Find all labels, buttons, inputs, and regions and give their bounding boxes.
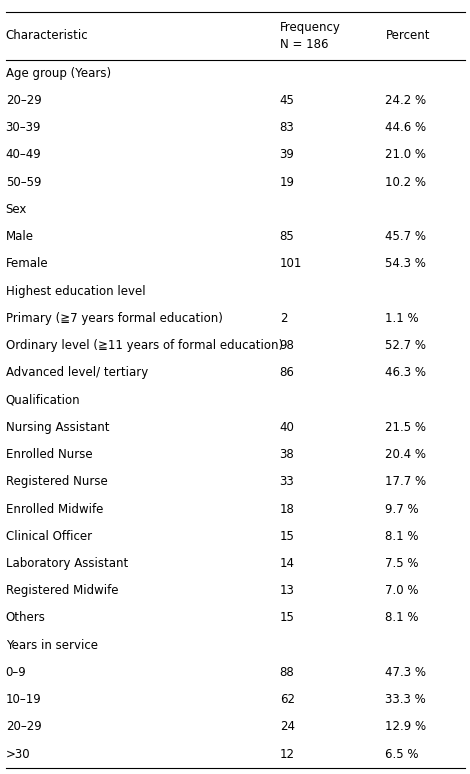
Text: 1.1 %: 1.1 % [385, 312, 419, 325]
Text: 19: 19 [280, 176, 295, 189]
Text: Clinical Officer: Clinical Officer [6, 529, 92, 543]
Text: 38: 38 [280, 448, 294, 461]
Text: 12: 12 [280, 748, 295, 761]
Text: 8.1 %: 8.1 % [385, 529, 419, 543]
Text: 8.1 %: 8.1 % [385, 611, 419, 625]
Text: 30–39: 30–39 [6, 122, 41, 134]
Text: 45: 45 [280, 94, 295, 107]
Text: Laboratory Assistant: Laboratory Assistant [6, 557, 128, 570]
Text: Others: Others [6, 611, 46, 625]
Text: Enrolled Nurse: Enrolled Nurse [6, 448, 92, 461]
Text: Nursing Assistant: Nursing Assistant [6, 421, 109, 433]
Text: 20–29: 20–29 [6, 721, 41, 734]
Text: 33: 33 [280, 475, 294, 488]
Text: >30: >30 [6, 748, 30, 761]
Text: Frequency
N = 186: Frequency N = 186 [280, 21, 341, 50]
Text: 7.5 %: 7.5 % [385, 557, 419, 570]
Text: Years in service: Years in service [6, 639, 98, 652]
Text: 2: 2 [280, 312, 287, 325]
Text: Female: Female [6, 258, 48, 270]
Text: Sex: Sex [6, 203, 27, 216]
Text: Ordinary level (≧11 years of formal education): Ordinary level (≧11 years of formal educ… [6, 339, 283, 352]
Text: 40: 40 [280, 421, 295, 433]
Text: 33.3 %: 33.3 % [385, 694, 426, 706]
Text: 83: 83 [280, 122, 294, 134]
Text: 50–59: 50–59 [6, 176, 41, 189]
Text: Qualification: Qualification [6, 394, 80, 406]
Text: 20.4 %: 20.4 % [385, 448, 426, 461]
Text: 47.3 %: 47.3 % [385, 666, 426, 679]
Text: 15: 15 [280, 611, 295, 625]
Text: Registered Nurse: Registered Nurse [6, 475, 107, 488]
Text: 12.9 %: 12.9 % [385, 721, 427, 734]
Text: 18: 18 [280, 502, 295, 515]
Text: 98: 98 [280, 339, 295, 352]
Text: 86: 86 [280, 366, 295, 379]
Text: 44.6 %: 44.6 % [385, 122, 427, 134]
Text: 39: 39 [280, 149, 295, 162]
Text: 24: 24 [280, 721, 295, 734]
Text: 21.0 %: 21.0 % [385, 149, 426, 162]
Text: 85: 85 [280, 230, 294, 243]
Text: 0–9: 0–9 [6, 666, 26, 679]
Text: 6.5 %: 6.5 % [385, 748, 419, 761]
Text: Male: Male [6, 230, 34, 243]
Text: 10.2 %: 10.2 % [385, 176, 426, 189]
Text: 88: 88 [280, 666, 294, 679]
Text: 24.2 %: 24.2 % [385, 94, 427, 107]
Text: 21.5 %: 21.5 % [385, 421, 426, 433]
Text: Primary (≧7 years formal education): Primary (≧7 years formal education) [6, 312, 222, 325]
Text: Enrolled Midwife: Enrolled Midwife [6, 502, 103, 515]
Text: 101: 101 [280, 258, 302, 270]
Text: 9.7 %: 9.7 % [385, 502, 419, 515]
Text: Characteristic: Characteristic [6, 29, 88, 42]
Text: Age group (Years): Age group (Years) [6, 67, 111, 80]
Text: Highest education level: Highest education level [6, 285, 145, 298]
Text: 15: 15 [280, 529, 295, 543]
Text: 20–29: 20–29 [6, 94, 41, 107]
Text: 7.0 %: 7.0 % [385, 584, 419, 598]
Text: 40–49: 40–49 [6, 149, 41, 162]
Text: 62: 62 [280, 694, 295, 706]
Text: 10–19: 10–19 [6, 694, 41, 706]
Text: 14: 14 [280, 557, 295, 570]
Text: 52.7 %: 52.7 % [385, 339, 426, 352]
Text: 54.3 %: 54.3 % [385, 258, 426, 270]
Text: 46.3 %: 46.3 % [385, 366, 426, 379]
Text: Advanced level/ tertiary: Advanced level/ tertiary [6, 366, 148, 379]
Text: 45.7 %: 45.7 % [385, 230, 426, 243]
Text: 17.7 %: 17.7 % [385, 475, 427, 488]
Text: Registered Midwife: Registered Midwife [6, 584, 118, 598]
Text: Percent: Percent [385, 29, 430, 42]
Text: 13: 13 [280, 584, 295, 598]
